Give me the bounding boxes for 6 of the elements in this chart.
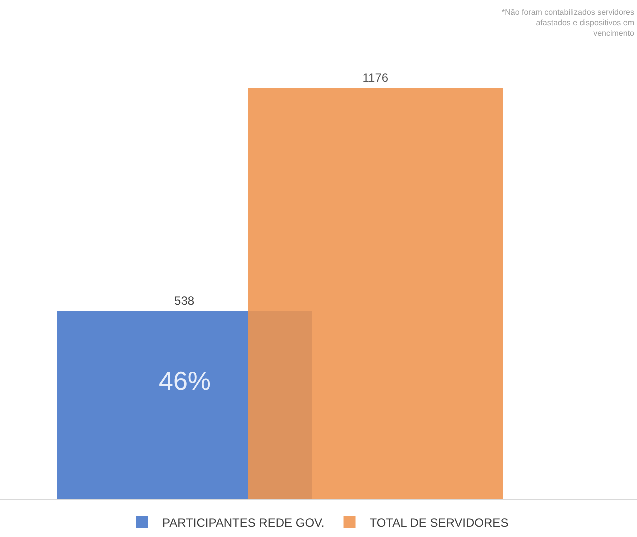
annotation: 46%: [159, 366, 212, 396]
data-label: 1176: [362, 71, 389, 86]
legend-label: PARTICIPANTES REDE GOV.: [162, 516, 325, 530]
data-label: 538: [174, 294, 195, 308]
text: *Não foram contabilizados servidores afastados e dispositivos em vencimento: [502, 8, 636, 38]
legend-label: TOTAL DE SERVIDORES: [370, 516, 509, 530]
